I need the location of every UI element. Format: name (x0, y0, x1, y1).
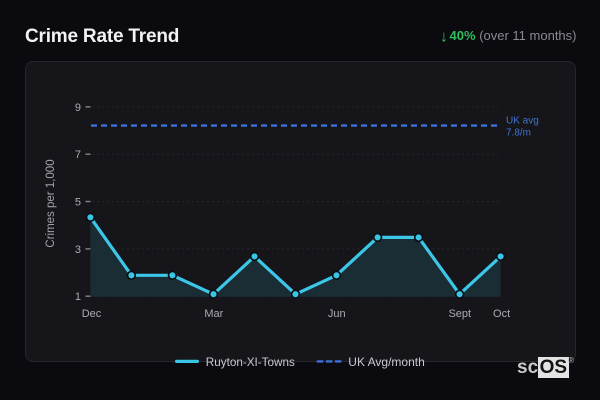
svg-text:7: 7 (75, 149, 81, 161)
svg-text:9: 9 (75, 102, 81, 114)
svg-text:Mar: Mar (204, 308, 223, 320)
svg-text:UK avg: UK avg (506, 115, 539, 126)
svg-text:1: 1 (75, 291, 81, 303)
svg-text:7.8/m: 7.8/m (506, 128, 531, 139)
svg-text:Ruyton-XI-Towns: Ruyton-XI-Towns (206, 356, 295, 369)
svg-text:5: 5 (75, 196, 81, 208)
svg-text:3: 3 (75, 244, 81, 256)
svg-text:Sept: Sept (448, 308, 471, 320)
svg-text:Crimes per 1,000: Crimes per 1,000 (45, 159, 57, 247)
svg-text:Oct: Oct (493, 308, 510, 320)
svg-text:UK Avg/month: UK Avg/month (348, 355, 425, 369)
svg-text:Dec: Dec (82, 308, 102, 320)
svg-text:Jun: Jun (328, 308, 346, 320)
